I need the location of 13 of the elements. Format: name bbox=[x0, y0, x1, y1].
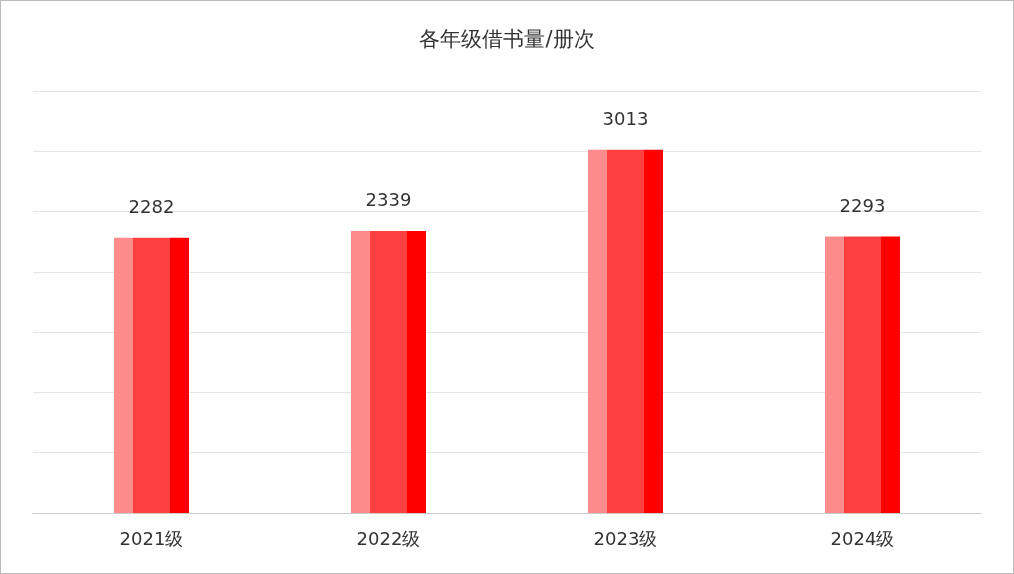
data-label: 3013 bbox=[602, 108, 649, 130]
x-tick-label: 2021级 bbox=[119, 527, 184, 549]
bar bbox=[114, 237, 189, 513]
data-label: 2282 bbox=[128, 196, 175, 218]
bar bbox=[588, 149, 663, 513]
x-tick-label: 2024级 bbox=[830, 527, 895, 549]
data-label: 2339 bbox=[365, 189, 412, 211]
bar bbox=[351, 230, 426, 513]
data-label: 2293 bbox=[839, 195, 886, 217]
chart-title: 各年级借书量/册次 bbox=[419, 26, 595, 51]
x-tick-label: 2023级 bbox=[593, 527, 658, 549]
x-tick-label: 2022级 bbox=[356, 527, 421, 549]
bar bbox=[825, 236, 900, 513]
